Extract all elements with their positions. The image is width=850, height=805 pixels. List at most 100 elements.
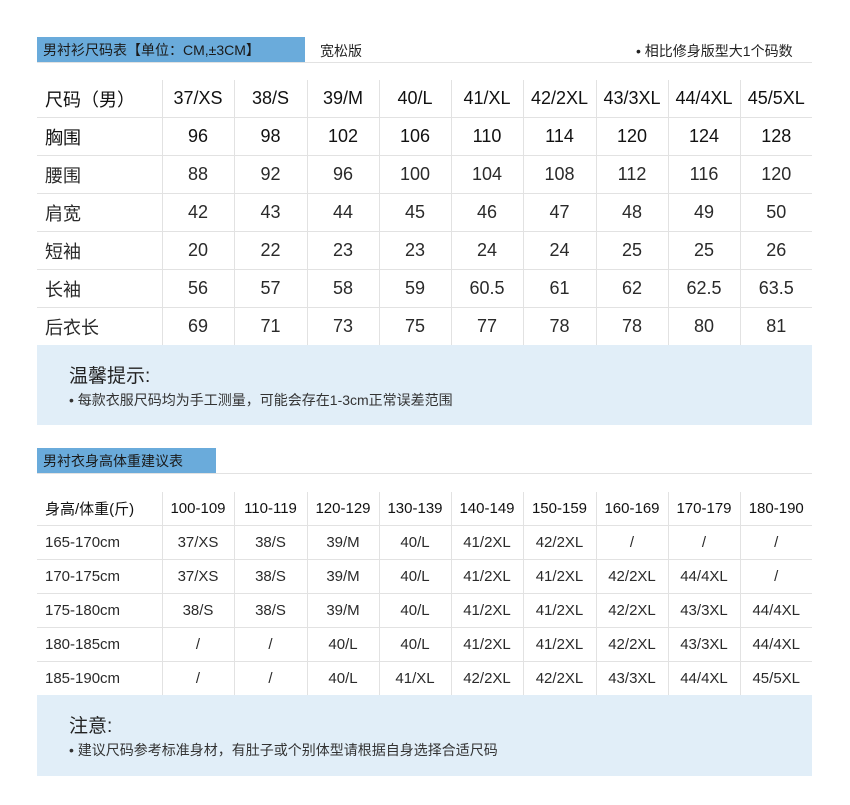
table-cell: 69 xyxy=(161,307,234,345)
size-chart-title-bar: 男衬衫尺码表【单位：CM,±3CM】 xyxy=(37,37,305,62)
table-row: 长袖 56 57 58 59 60.5 61 62 62.5 63.5 xyxy=(37,269,812,308)
table-cell: 102 xyxy=(306,117,379,156)
table-cell: / xyxy=(161,627,234,662)
table-cell: 49 xyxy=(667,193,740,232)
table-cell: 92 xyxy=(233,155,307,194)
table-cell: 120 xyxy=(739,155,812,194)
table-cell: 44/4XL xyxy=(739,593,812,628)
table-cell: 41/2XL xyxy=(522,627,596,662)
table-cell: 62.5 xyxy=(667,269,740,308)
table-row: 175-180cm 38/S 38/S 39/M 40/L 41/2XL 41/… xyxy=(37,593,812,628)
header-cell: 44/4XL xyxy=(667,80,740,118)
table-cell: 50 xyxy=(739,193,812,232)
table-cell: 120 xyxy=(595,117,668,156)
table-cell: 24 xyxy=(450,231,523,270)
table-cell: 58 xyxy=(306,269,379,308)
table-cell: 75 xyxy=(378,307,451,345)
table-cell: 60.5 xyxy=(450,269,523,308)
table-cell: 41/2XL xyxy=(450,559,523,594)
table-cell: 44/4XL xyxy=(667,559,740,594)
table-cell: 37/XS xyxy=(161,559,234,594)
table-cell: / xyxy=(595,525,668,560)
table-row: 后衣长 69 71 73 75 77 78 78 80 81 xyxy=(37,307,812,345)
row-label: 185-190cm xyxy=(45,670,121,687)
note-title: 注意: xyxy=(69,716,113,737)
size-chart-title: 男衬衫尺码表【单位：CM,±3CM】 xyxy=(43,41,260,58)
table-cell: 77 xyxy=(450,307,523,345)
table-cell: 42/2XL xyxy=(450,661,523,695)
table-cell: 38/S xyxy=(233,559,307,594)
height-weight-title-bar: 男衬衣身高体重建议表 xyxy=(37,448,216,473)
table-cell: 44/4XL xyxy=(667,661,740,695)
table-cell: 41/2XL xyxy=(450,525,523,560)
table-cell: 96 xyxy=(306,155,379,194)
table-row: 180-185cm / / 40/L 40/L 41/2XL 41/2XL 42… xyxy=(37,627,812,662)
table-cell: / xyxy=(233,661,307,695)
table-cell: 106 xyxy=(378,117,451,156)
table-cell: 104 xyxy=(450,155,523,194)
header-cell: 180-190 xyxy=(739,492,812,526)
table-cell: 42/2XL xyxy=(595,559,668,594)
table-cell: 20 xyxy=(161,231,234,270)
tip-title: 温馨提示: xyxy=(69,366,151,387)
table-cell: 39/M xyxy=(306,525,379,560)
height-weight-title: 男衬衣身高体重建议表 xyxy=(43,452,183,469)
table-cell: 108 xyxy=(522,155,596,194)
table-cell: 41/2XL xyxy=(450,593,523,628)
table-cell: 45/5XL xyxy=(739,661,812,695)
table-cell: 40/L xyxy=(378,593,451,628)
table-cell: / xyxy=(667,525,740,560)
table-cell: / xyxy=(739,559,812,594)
table-cell: 56 xyxy=(161,269,234,308)
header-cell: 150-159 xyxy=(522,492,596,526)
header-cell: 40/L xyxy=(378,80,451,118)
table-cell: 78 xyxy=(522,307,596,345)
table-cell: 43/3XL xyxy=(667,627,740,662)
table-cell: 38/S xyxy=(233,525,307,560)
row-label: 胸围 xyxy=(37,117,162,156)
header-cell: 170-179 xyxy=(667,492,740,526)
table-row: 185-190cm / / 40/L 41/XL 42/2XL 42/2XL 4… xyxy=(37,661,812,695)
table-cell: 61 xyxy=(522,269,596,308)
table-row: 170-175cm 37/XS 38/S 39/M 40/L 41/2XL 41… xyxy=(37,559,812,594)
table-cell: 25 xyxy=(667,231,740,270)
table-cell: 46 xyxy=(450,193,523,232)
header-cell: 39/M xyxy=(306,80,379,118)
header-cell: 37/XS xyxy=(161,80,234,118)
row-label: 肩宽 xyxy=(37,193,162,232)
table-cell: 42 xyxy=(161,193,234,232)
table-cell: 81 xyxy=(739,307,812,345)
row-label: 175-180cm xyxy=(37,593,162,628)
row-label: 后衣长 xyxy=(45,317,99,338)
tip-box: 温馨提示: • 每款衣服尺码均为手工测量，可能会存在1-3cm正常误差范围 xyxy=(37,345,812,425)
table-cell: / xyxy=(233,627,307,662)
table-cell: / xyxy=(161,661,234,695)
height-weight-table: 身高/体重(斤) 100-109 110-119 120-129 130-139… xyxy=(37,492,812,695)
header-cell: 身高/体重(斤) xyxy=(37,492,162,526)
table-cell: 23 xyxy=(378,231,451,270)
table-cell: 88 xyxy=(161,155,234,194)
header-cell: 130-139 xyxy=(378,492,451,526)
table-row: 胸围 96 98 102 106 110 114 120 124 128 xyxy=(37,117,812,156)
header-cell: 100-109 xyxy=(161,492,234,526)
table-cell: 25 xyxy=(595,231,668,270)
note-bullet: • 建议尺码参考标准身材，有肚子或个别体型请根据自身选择合适尺码 xyxy=(69,742,498,758)
table-cell: 41/XL xyxy=(378,661,451,695)
table-row: 腰围 88 92 96 100 104 108 112 116 120 xyxy=(37,155,812,194)
table-cell: 41/2XL xyxy=(450,627,523,662)
table-cell: 114 xyxy=(522,117,596,156)
height-weight-header-row: 身高/体重(斤) 100-109 110-119 120-129 130-139… xyxy=(37,492,812,526)
table-cell: 100 xyxy=(378,155,451,194)
table-cell: 62 xyxy=(595,269,668,308)
table-cell: / xyxy=(739,525,812,560)
table-row: 短袖 20 22 23 23 24 24 25 25 26 xyxy=(37,231,812,270)
table-cell: 78 xyxy=(595,307,668,345)
table-cell: 42/2XL xyxy=(522,661,596,695)
table-cell: 24 xyxy=(522,231,596,270)
table-cell: 71 xyxy=(233,307,307,345)
table-cell: 43/3XL xyxy=(595,661,668,695)
table-cell: 26 xyxy=(739,231,812,270)
table-cell: 42/2XL xyxy=(595,627,668,662)
size-chart-table: 尺码（男） 37/XS 38/S 39/M 40/L 41/XL 42/2XL … xyxy=(37,80,812,345)
size-chart-header-row: 尺码（男） 37/XS 38/S 39/M 40/L 41/XL 42/2XL … xyxy=(37,80,812,118)
